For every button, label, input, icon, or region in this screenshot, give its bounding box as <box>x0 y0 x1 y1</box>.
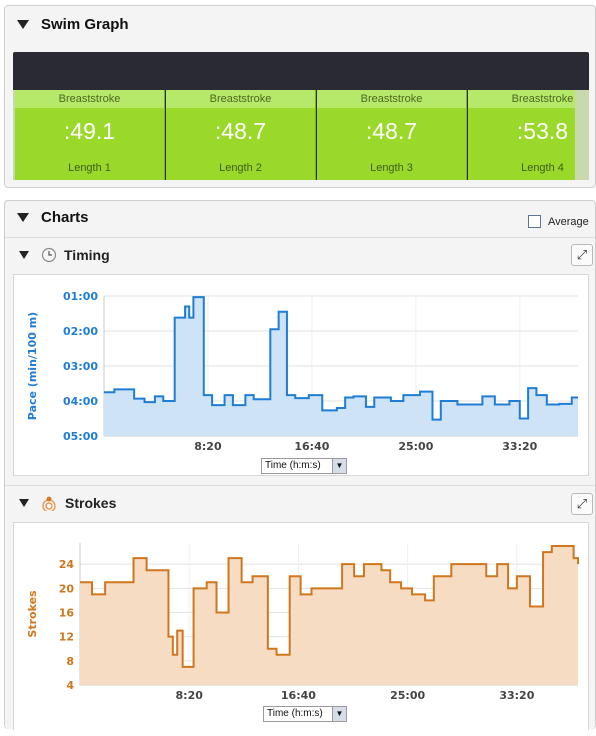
y-tick-label: 04:00 <box>63 395 98 408</box>
x-tick-label: 16:40 <box>281 689 316 702</box>
x-tick-label: 25:00 <box>398 440 433 453</box>
y-tick-label: 02:00 <box>63 325 98 338</box>
charts-header[interactable]: Charts Average <box>5 201 595 237</box>
expand-icon[interactable]: ⤢ <box>571 493 593 515</box>
chevron-down-icon: ▼ <box>332 707 346 721</box>
strokes-x-axis-select[interactable]: Time (h:m:s) ▼ <box>263 706 347 722</box>
collapse-triangle-icon[interactable] <box>19 251 29 259</box>
chevron-down-icon: ▼ <box>332 459 346 473</box>
strokes-section-header[interactable]: Strokes ⤢ <box>5 485 595 519</box>
x-tick-label: 8:20 <box>194 440 222 453</box>
series-area <box>80 546 578 685</box>
y-tick-label: 03:00 <box>63 360 98 373</box>
lap-card[interactable]: Breaststroke :53.8 Length 4 <box>468 90 589 180</box>
y-axis-label: Strokes <box>26 590 39 638</box>
lap-time: :48.7 <box>214 118 267 144</box>
lap-card[interactable]: Breaststroke :49.1 Length 1 <box>15 90 165 180</box>
x-tick-label: 33:20 <box>499 689 534 702</box>
swim-graph-header[interactable]: Swim Graph <box>5 6 595 42</box>
lap-stroke: Breaststroke <box>317 90 466 108</box>
y-tick-label: 4 <box>66 679 74 692</box>
y-tick-label: 16 <box>59 606 75 619</box>
x-tick-label: 16:40 <box>294 440 329 453</box>
y-tick-label: 20 <box>59 582 75 595</box>
lap-stroke: Breaststroke <box>166 90 315 108</box>
strokes-chart-svg: 24 20 16 12 8 4 8:20 16:40 25:00 33:20 Strokes <box>26 543 579 702</box>
y-tick-label: 8 <box>66 655 74 668</box>
average-checkbox[interactable] <box>528 215 541 228</box>
carousel-right-arrow[interactable] <box>575 90 589 180</box>
lap-label: Length 2 <box>219 162 262 174</box>
timing-title: Timing <box>64 247 110 263</box>
collapse-triangle-icon[interactable] <box>17 20 29 29</box>
timing-select-value: Time (h:m:s) <box>265 460 321 471</box>
collapse-triangle-icon[interactable] <box>17 213 29 222</box>
lap-time: :53.8 <box>516 118 569 144</box>
collapse-triangle-icon[interactable] <box>19 499 29 507</box>
charts-title: Charts <box>41 209 89 226</box>
lap-stroke: Breaststroke <box>468 90 589 108</box>
expand-icon[interactable]: ⤢ <box>571 244 593 266</box>
swim-graph-title: Swim Graph <box>41 16 129 33</box>
lap-label: Length 1 <box>68 162 111 174</box>
lap-card[interactable]: Breaststroke :48.7 Length 2 <box>166 90 316 180</box>
swim-lap-carousel: Breaststroke :49.1 Length 1 Breaststroke… <box>13 52 589 180</box>
lap-card[interactable]: Breaststroke :48.7 Length 3 <box>317 90 467 180</box>
series-line <box>104 296 578 421</box>
lap-label: Length 3 <box>370 162 413 174</box>
clock-icon <box>41 247 57 263</box>
y-axis-label: Pace (min/100 m) <box>26 312 39 420</box>
y-tick-label: 01:00 <box>63 290 98 303</box>
lap-label: Length 4 <box>521 162 564 174</box>
x-tick-label: 33:20 <box>502 440 537 453</box>
strokes-select-value: Time (h:m:s) <box>267 708 323 719</box>
swimmer-icon <box>42 496 56 511</box>
charts-panel: Charts Average Timing ⤢ 01:00 02:00 03:00 0… <box>4 200 596 730</box>
lap-time: :49.1 <box>63 118 116 144</box>
y-tick-label: 24 <box>59 558 75 571</box>
timing-chart-svg: 01:00 02:00 03:00 04:00 05:00 8:20 16:40 25:00 3… <box>26 290 578 453</box>
x-tick-label: 8:20 <box>176 689 204 702</box>
y-tick-label: 05:00 <box>63 430 98 443</box>
timing-section-header[interactable]: Timing ⤢ <box>5 237 595 271</box>
swim-graph-panel: Swim Graph Breaststroke :49.1 Length 1 B… <box>4 5 596 188</box>
timing-chart: 01:00 02:00 03:00 04:00 05:00 8:20 16:40 25:00 3… <box>13 274 589 476</box>
timing-x-axis-select[interactable]: Time (h:m:s) ▼ <box>261 458 347 474</box>
lap-stroke: Breaststroke <box>15 90 164 108</box>
lap-time: :48.7 <box>365 118 418 144</box>
average-label: Average <box>548 216 589 228</box>
series-line <box>80 545 579 668</box>
x-tick-label: 25:00 <box>390 689 425 702</box>
strokes-title: Strokes <box>65 495 117 511</box>
strokes-chart: 24 20 16 12 8 4 8:20 16:40 25:00 33:20 Strokes Tim… <box>13 522 589 730</box>
y-tick-label: 12 <box>59 631 74 644</box>
